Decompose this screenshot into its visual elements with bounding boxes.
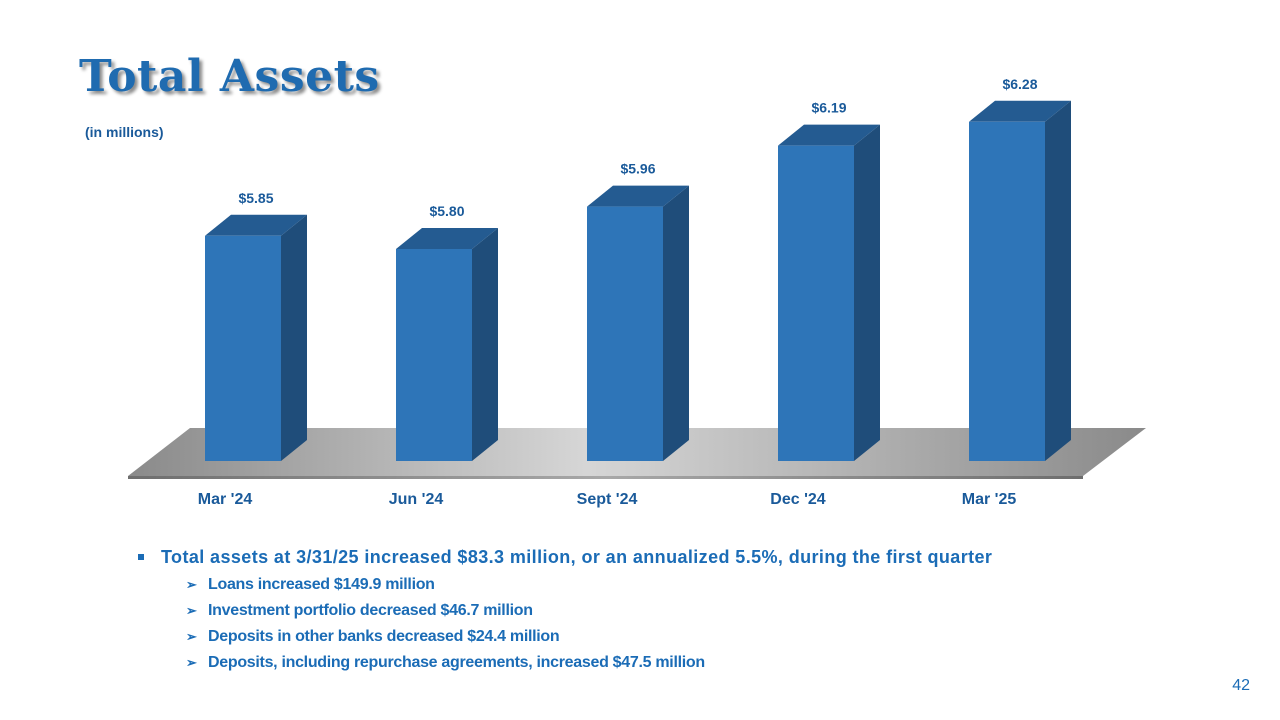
data-label: $5.96 xyxy=(620,161,655,177)
total-assets-chart: $5.85 Mar '24 $5.80 Jun '24 $5.96 Sept '24 $6.… xyxy=(128,76,1146,508)
data-label: $6.28 xyxy=(1002,76,1037,92)
sub-bullet-list: ➢ Loans increased $149.9 million ➢ Inves… xyxy=(136,572,1236,676)
bar-5 xyxy=(969,100,1071,462)
x-tick-label: Jun '24 xyxy=(389,491,444,508)
main-bullet: Total assets at 3/31/25 increased $83.3 … xyxy=(136,545,1236,569)
bar-top xyxy=(587,185,689,207)
x-tick-label: Sept '24 xyxy=(577,491,638,508)
bar-side xyxy=(1045,100,1071,462)
arrow-bullet-icon: ➢ xyxy=(186,577,197,592)
units-label: (in millions) xyxy=(85,124,164,140)
sub-bullet-text: Investment portfolio decreased $46.7 mil… xyxy=(208,602,533,619)
bar-4 xyxy=(778,124,880,462)
x-tick-label: Mar '25 xyxy=(962,491,1017,508)
x-tick-label: Mar '24 xyxy=(198,491,253,508)
bar-side xyxy=(854,124,880,462)
bar-front xyxy=(778,145,854,461)
bar-top xyxy=(205,214,307,236)
bar-front xyxy=(396,249,472,461)
chart-floor-edge xyxy=(128,476,1083,479)
bar-top xyxy=(778,124,880,146)
bar-side xyxy=(472,228,498,461)
sub-bullet: ➢ Investment portfolio decreased $46.7 m… xyxy=(186,598,1236,624)
data-label: $6.19 xyxy=(811,100,846,116)
data-label: $5.80 xyxy=(429,203,464,219)
bar-top xyxy=(396,228,498,249)
arrow-bullet-icon: ➢ xyxy=(186,603,197,618)
data-label: $5.85 xyxy=(238,190,273,206)
bars-group xyxy=(205,100,1071,462)
arrow-bullet-icon: ➢ xyxy=(186,655,197,670)
arrow-bullet-icon: ➢ xyxy=(186,629,197,644)
bullet-list: Total assets at 3/31/25 increased $83.3 … xyxy=(136,545,1236,676)
square-bullet-icon xyxy=(138,554,144,560)
main-bullet-text: Total assets at 3/31/25 increased $83.3 … xyxy=(161,547,993,567)
bar-top xyxy=(969,100,1071,122)
sub-bullet: ➢ Deposits, including repurchase agreeme… xyxy=(186,650,1236,676)
labels-group: $5.85 Mar '24 $5.80 Jun '24 $5.96 Sept '24 $6.… xyxy=(198,76,1038,508)
bar-front xyxy=(587,206,663,461)
bar-3 xyxy=(587,185,689,461)
bar-side xyxy=(281,214,307,461)
sub-bullet: ➢ Loans increased $149.9 million xyxy=(186,572,1236,598)
bar-side xyxy=(663,185,689,461)
sub-bullet-text: Loans increased $149.9 million xyxy=(208,576,435,593)
bar-front xyxy=(969,121,1045,462)
bar-front xyxy=(205,235,281,461)
sub-bullet: ➢ Deposits in other banks decreased $24.… xyxy=(186,624,1236,650)
page-number: 42 xyxy=(1232,677,1250,694)
bar-1 xyxy=(205,214,307,461)
sub-bullet-text: Deposits, including repurchase agreement… xyxy=(208,654,705,671)
slide-title: Total Assets xyxy=(79,51,380,102)
bar-2 xyxy=(396,228,498,461)
x-tick-label: Dec '24 xyxy=(770,491,826,508)
sub-bullet-text: Deposits in other banks decreased $24.4 … xyxy=(208,628,560,645)
